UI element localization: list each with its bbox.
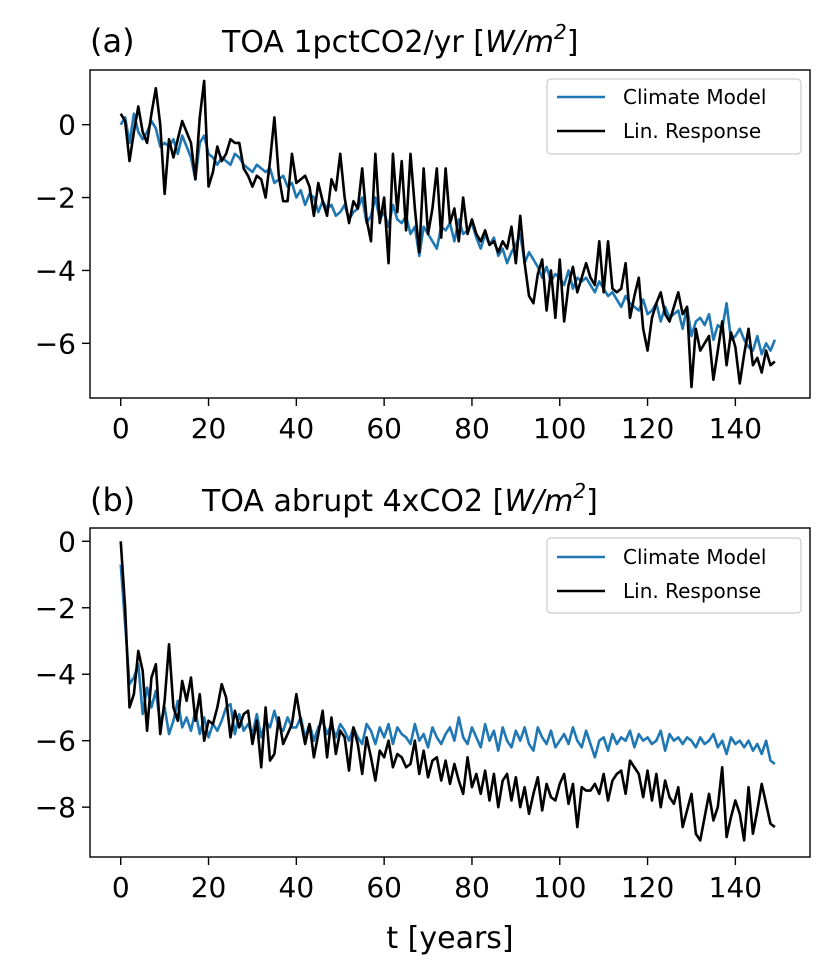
x-axis-label: t [years]	[386, 921, 513, 956]
panel-b-legend-label-lin-response: Lin. Response	[623, 579, 761, 603]
panel-b-title-unit: W/m	[504, 484, 573, 519]
panel-a-lines	[119, 79, 777, 389]
panel-b-ytick-label-3: −6	[35, 725, 76, 758]
panel-a-axes-frame	[89, 69, 811, 399]
panel-a-xtick-label-100: 100	[533, 412, 586, 445]
panel-b-ytick-label-2: −4	[35, 658, 76, 691]
panel-b-xtick-label-40: 40	[279, 871, 315, 904]
panel-b-xtick-label-100: 100	[533, 871, 586, 904]
panel-b-ytick-label-4: −8	[35, 791, 76, 824]
panel-a-legend-label-lin-response: Lin. Response	[623, 119, 761, 143]
panel-b-ytick-label-0: 0	[58, 525, 76, 558]
panel-a-title: TOA 1pctCO2/yr [W/m2]	[221, 20, 578, 60]
panel-a-ytick-label-3: −6	[35, 327, 76, 360]
panel-a-series-lin-response	[119, 79, 776, 389]
panel-a-label: (a)	[90, 22, 135, 60]
panel-b-title-main: TOA abrupt 4xCO2 [	[201, 484, 504, 519]
panel-a: (a) TOA 1pctCO2/yr [W/m2] 0 20 40 60 80 100 12…	[35, 20, 811, 445]
panel-b-legend-label-climate-model: Climate Model	[623, 545, 766, 569]
panel-b-legend: Climate Model Lin. Response	[546, 537, 802, 614]
panel-b-xtick-label-120: 120	[621, 871, 674, 904]
panel-a-legend-label-climate-model: Climate Model	[623, 85, 766, 109]
panel-b-title: TOA abrupt 4xCO2 [W/m2]	[201, 479, 598, 519]
panel-a-title-unit: W/m	[485, 25, 554, 60]
panel-a-title-exp: 2	[554, 20, 567, 44]
panel-b-xtick-label-20: 20	[191, 871, 227, 904]
panel-b-ytick-label-1: −2	[35, 592, 76, 625]
panel-a-series-climate-model	[119, 112, 777, 356]
panel-a-xtick-label-60: 60	[366, 412, 402, 445]
panel-a-xtick-label-20: 20	[191, 412, 227, 445]
panel-b-lines	[119, 541, 776, 842]
panel-a-ticks: 0 20 40 60 80 100 120 140 0 −2 −4 −6	[35, 109, 762, 445]
panel-b-ticks: 0 20 40 60 80 100 120 140 0 −2 −4 −6 −8	[35, 525, 762, 904]
panel-b-xtick-label-0: 0	[112, 871, 130, 904]
panel-b-xtick-label-140: 140	[709, 871, 762, 904]
panel-b-title-end: ]	[586, 484, 598, 519]
panel-b-axes-frame	[89, 527, 811, 858]
panel-b-label: (b)	[90, 481, 135, 519]
panel-b-series-climate-model	[119, 564, 776, 765]
panel-a-xtick-label-0: 0	[112, 412, 130, 445]
panel-a-xtick-label-80: 80	[454, 412, 490, 445]
panel-a-ytick-label-1: −2	[35, 182, 76, 215]
panel-a-legend-box	[546, 78, 802, 155]
panel-b-title-exp: 2	[573, 479, 586, 503]
panel-a-ytick-label-2: −4	[35, 254, 76, 287]
panel-a-xtick-label-140: 140	[709, 412, 762, 445]
panel-a-xtick-label-40: 40	[279, 412, 315, 445]
panel-a-ytick-label-0: 0	[58, 109, 76, 142]
panel-b-xtick-label-60: 60	[366, 871, 402, 904]
panel-a-xtick-label-120: 120	[621, 412, 674, 445]
panel-a-legend: Climate Model Lin. Response	[546, 78, 802, 155]
panel-b: (b) TOA abrupt 4xCO2 [W/m2] 0 20 40 60 80 100…	[35, 479, 811, 956]
panel-a-title-end: ]	[567, 25, 579, 60]
panel-b-xtick-label-80: 80	[454, 871, 490, 904]
panel-b-series-lin-response	[119, 541, 776, 842]
panel-b-legend-box	[546, 537, 802, 614]
panel-a-title-main: TOA 1pctCO2/yr [	[221, 25, 485, 60]
